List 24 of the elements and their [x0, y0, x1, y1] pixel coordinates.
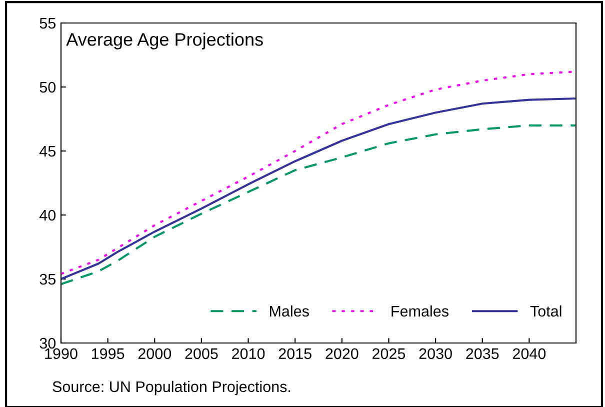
y-tick-label: 30 — [40, 338, 56, 349]
legend-label: Total — [530, 305, 562, 317]
x-tick-label: 2015 — [278, 348, 312, 360]
line-series — [61, 124, 576, 286]
y-tick-label: 50 — [40, 82, 56, 93]
y-tick-label: 45 — [40, 146, 56, 157]
x-tick-label: 1995 — [92, 348, 124, 360]
x-tick-label: 2005 — [185, 348, 218, 360]
chart-title: Average Age Projections — [66, 32, 263, 50]
x-tick-label: 2035 — [466, 348, 499, 360]
legend-label: Males — [270, 305, 309, 317]
x-tick-label: 2040 — [512, 348, 546, 360]
x-tick-label: 2000 — [138, 348, 172, 360]
y-tick-label: 35 — [40, 274, 56, 285]
x-tick-label: 2025 — [372, 348, 406, 360]
source-note: Source: UN Population Projections. — [52, 380, 290, 396]
x-tick-label: 1990 — [45, 348, 78, 360]
y-tick-label: 55 — [40, 18, 56, 29]
x-tick-label: 2020 — [326, 348, 358, 360]
line-series — [61, 97, 576, 280]
x-tick-label: 2030 — [419, 348, 452, 360]
legend-label: Females — [392, 305, 448, 317]
y-tick-label: 40 — [40, 210, 56, 221]
x-tick-label: 2010 — [232, 348, 265, 360]
